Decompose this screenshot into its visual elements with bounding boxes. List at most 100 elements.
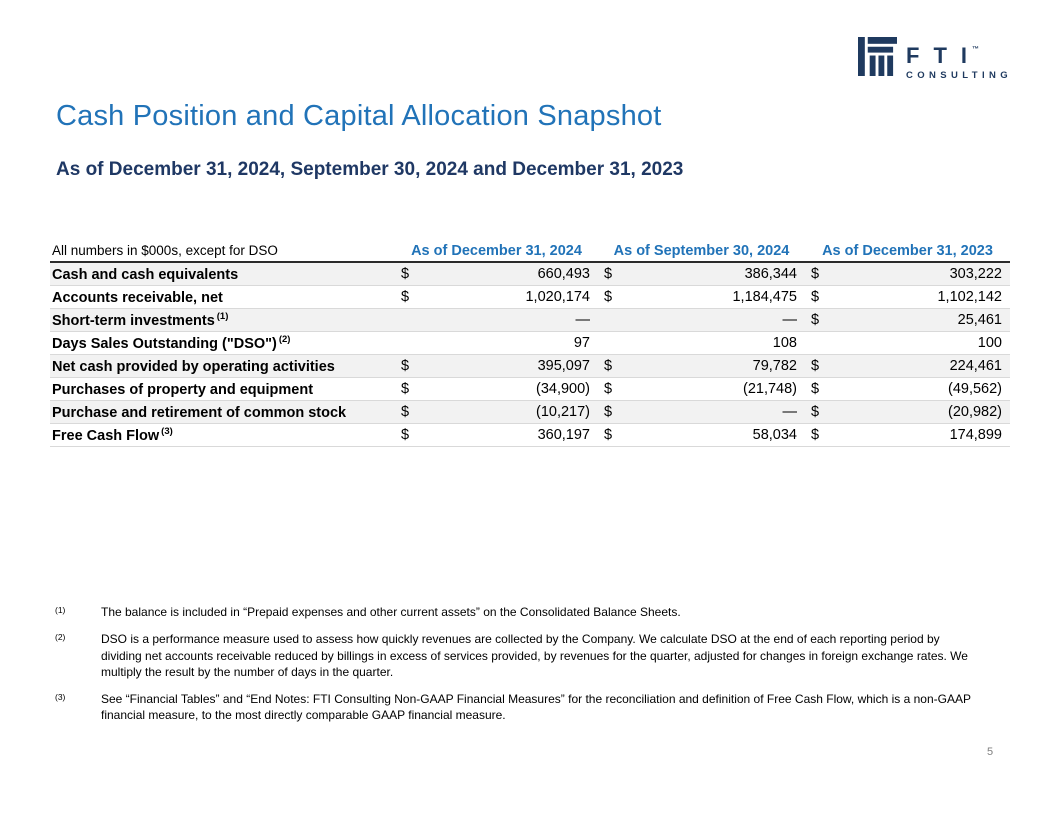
- cell-value: 660,493: [537, 266, 590, 282]
- cell-value: —: [782, 312, 798, 328]
- value-cell: $360,197: [395, 427, 598, 443]
- footnote-2: (2) DSO is a performance measure used to…: [55, 631, 985, 680]
- footnotes-section: (1) The balance is included in “Prepaid …: [55, 604, 985, 735]
- footnote-ref: (1): [216, 311, 229, 323]
- value-cell: $1,020,174: [395, 289, 598, 305]
- row-label-text: Short-term investments: [52, 312, 215, 329]
- currency-symbol: $: [401, 289, 410, 305]
- currency-symbol: $: [401, 358, 410, 374]
- cell-value: 1,020,174: [525, 289, 590, 305]
- table-row: Purchases of property and equipment $ (34…: [50, 378, 1010, 401]
- footnote-ref: (3): [161, 426, 173, 438]
- row-label-text: Free Cash Flow: [52, 427, 160, 444]
- cell-value: (21,748): [742, 381, 797, 397]
- cell-value: 174,899: [949, 427, 1002, 443]
- currency-symbol: $: [604, 289, 613, 305]
- cell-value: 100: [977, 335, 1002, 351]
- currency-symbol: [604, 312, 614, 328]
- currency-symbol: $: [401, 427, 410, 443]
- row-label-text: Net cash provided by operating activitie…: [52, 358, 335, 375]
- column-header-dec-2024: As of December 31, 2024: [411, 242, 582, 259]
- value-cell: 100: [805, 335, 1010, 351]
- value-cell: $ (21,748): [598, 381, 805, 397]
- table-units-note: All numbers in $000s, except for DSO: [52, 243, 278, 258]
- currency-symbol: [811, 335, 821, 351]
- currency-symbol: $: [401, 381, 410, 397]
- cell-value: —: [782, 404, 798, 420]
- value-cell: $224,461: [805, 358, 1010, 374]
- currency-symbol: $: [811, 266, 820, 282]
- footnote-text: DSO is a performance measure used to ass…: [101, 632, 968, 679]
- cell-value: (10,217): [535, 404, 590, 420]
- currency-symbol: $: [811, 358, 820, 374]
- row-label-text: Purchases of property and equipment: [52, 381, 314, 398]
- column-header-dec-2023: As of December 31, 2023: [822, 242, 993, 259]
- cell-value: (34,900): [535, 381, 590, 397]
- page-title: Cash Position and Capital Allocation Sna…: [56, 100, 662, 132]
- value-cell: $79,782: [598, 358, 805, 374]
- value-cell: 108: [598, 335, 805, 351]
- cell-value: 97: [573, 335, 590, 351]
- page-number: 5: [986, 746, 994, 758]
- table-row: Net cash provided by operating activitie…: [50, 355, 1010, 378]
- cell-value: —: [575, 312, 591, 328]
- row-label: Net cash provided by operating activitie…: [50, 357, 395, 375]
- page-subtitle: As of December 31, 2024, September 30, 2…: [56, 159, 684, 180]
- cell-value: 224,461: [949, 358, 1002, 374]
- fti-logo-tagline: CONSULTING: [906, 70, 1013, 81]
- footnote-text: The balance is included in “Prepaid expe…: [101, 605, 681, 619]
- table-row: Accounts receivable, net $1,020,174 $1,1…: [50, 286, 1010, 309]
- cell-value: 303,222: [949, 266, 1002, 282]
- value-cell: $303,222: [805, 266, 1010, 282]
- row-label: Cash and cash equivalents: [50, 265, 395, 283]
- fti-logo-wordmark: FTI™: [906, 39, 1012, 67]
- table-row: Days Sales Outstanding ("DSO") (2) 97 108…: [50, 332, 1010, 355]
- footnote-3: (3) See “Financial Tables” and “End Note…: [55, 691, 985, 724]
- fti-logo-text: FTI™ CONSULTING: [906, 37, 1013, 82]
- fti-column-icon: [858, 37, 897, 76]
- currency-symbol: $: [811, 404, 820, 420]
- currency-symbol: $: [401, 404, 410, 420]
- value-cell: $58,034: [598, 427, 805, 443]
- cell-value: 360,197: [537, 427, 590, 443]
- fti-logo-letters: FTI: [906, 43, 981, 68]
- value-cell: $386,344: [598, 266, 805, 282]
- row-label: Purchases of property and equipment: [50, 380, 395, 398]
- cell-value: 108: [772, 335, 797, 351]
- row-label: Days Sales Outstanding ("DSO") (2): [50, 334, 395, 352]
- value-cell: $ (10,217): [395, 404, 598, 420]
- financial-table: All numbers in $000s, except for DSO As …: [50, 240, 1010, 447]
- value-cell: $ (49,562): [805, 381, 1010, 397]
- table-row: Free Cash Flow (3) $360,197 $58,034 $174,…: [50, 424, 1010, 447]
- value-cell: $174,899: [805, 427, 1010, 443]
- value-cell: $1,184,475: [598, 289, 805, 305]
- footnote-ref: (2): [278, 334, 291, 346]
- row-label-text: Cash and cash equivalents: [52, 266, 239, 283]
- table-row: Purchase and retirement of common stock …: [50, 401, 1010, 424]
- cell-value: (49,562): [947, 381, 1002, 397]
- currency-symbol: $: [811, 381, 820, 397]
- value-cell: 97: [395, 335, 598, 351]
- cell-value: 79,782: [752, 358, 797, 374]
- value-cell: $25,461: [805, 312, 1010, 328]
- row-label: Purchase and retirement of common stock: [50, 403, 395, 421]
- footnote-marker: (2): [55, 632, 66, 643]
- fti-logo: FTI™ CONSULTING: [858, 37, 1012, 81]
- currency-symbol: $: [811, 427, 820, 443]
- table-row: Cash and cash equivalents $660,493 $386,…: [50, 263, 1010, 286]
- row-label: Short-term investments (1): [50, 311, 395, 329]
- footnote-marker: (3): [55, 692, 66, 703]
- cell-value: 386,344: [744, 266, 797, 282]
- cell-value: 1,102,142: [937, 289, 1002, 305]
- column-header-sep-2024: As of September 30, 2024: [613, 242, 790, 259]
- cell-value: (20,982): [947, 404, 1002, 420]
- footnote-text: See “Financial Tables” and “End Notes: F…: [101, 692, 971, 723]
- trademark-symbol: ™: [972, 46, 979, 53]
- row-label-text: Days Sales Outstanding ("DSO"): [52, 335, 277, 352]
- value-cell: —: [395, 312, 598, 328]
- row-label: Free Cash Flow (3): [50, 426, 395, 444]
- currency-symbol: $: [401, 266, 410, 282]
- table-row: Short-term investments (1) — — $25,461: [50, 309, 1010, 332]
- currency-symbol: [401, 312, 411, 328]
